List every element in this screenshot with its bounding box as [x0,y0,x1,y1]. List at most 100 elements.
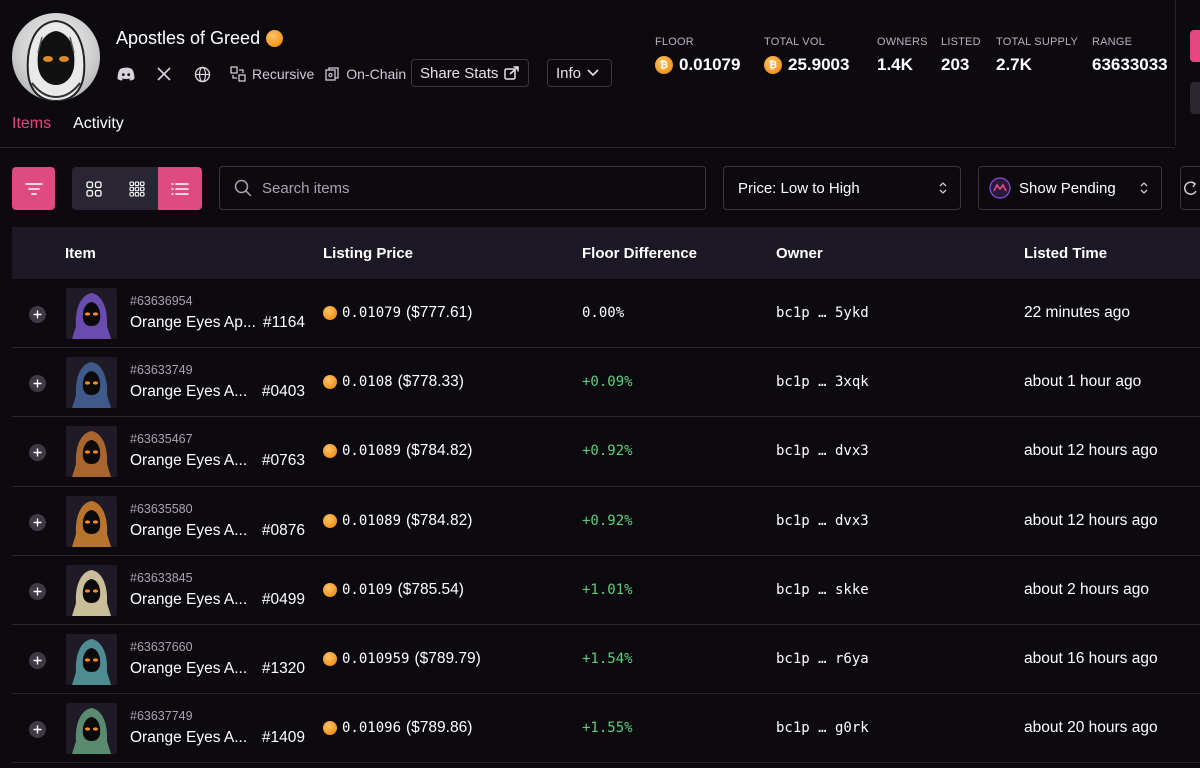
column-header-owner[interactable]: Owner [776,244,823,262]
filter-button[interactable] [12,167,55,210]
owner-address[interactable]: bc1p … dvx3 [776,443,869,460]
listing-price: 0.01079 ($777.61) [323,304,472,322]
stat-listed-label: LISTED [941,36,981,48]
add-to-cart-button[interactable] [29,375,46,393]
collection-links: Recursive On-Chain [116,62,416,86]
listing-price: 0.010959 ($789.79) [323,650,481,668]
item-thumbnail[interactable] [66,564,117,616]
refresh-icon [1183,181,1197,195]
bitcoin-icon [323,375,337,390]
owner-address[interactable]: bc1p … r6ya [776,650,869,667]
table-row[interactable]: #63637660 Orange Eyes A... #1320 0.01095… [12,624,1200,695]
owner-address[interactable]: bc1p … dvx3 [776,512,869,529]
tab-activity[interactable]: Activity [73,115,124,132]
search-icon [234,179,252,197]
item-name[interactable]: Orange Eyes A... [130,383,248,401]
inscription-number: #63635467 [130,432,193,447]
view-toggle-group [72,167,202,210]
owner-address[interactable]: bc1p … 5ykd [776,305,869,321]
item-name[interactable]: Orange Eyes A... [130,452,248,470]
item-name[interactable]: Orange Eyes A... [130,590,248,608]
stat-floor-label: FLOOR [655,36,694,48]
add-to-cart-button[interactable] [29,513,46,531]
column-header-listing-price[interactable]: Listing Price [323,244,414,262]
price-usd: ($784.82) [406,511,473,529]
item-name[interactable]: Orange Eyes A... [130,521,248,539]
table-row[interactable]: #63636954 Orange Eyes Ap... #1164 0.0107… [12,279,1200,349]
add-to-cart-button[interactable] [29,306,46,323]
globe-icon[interactable] [192,64,212,84]
item-thumbnail[interactable] [66,426,117,478]
inscription-number: #63633749 [130,363,193,378]
stat-total-supply-value: 2.7K [996,55,1032,74]
floor-difference: +1.01% [582,581,633,598]
header-divider [1175,0,1176,146]
item-thumbnail[interactable] [66,495,117,547]
price-usd: ($778.33) [397,373,464,391]
item-thumbnail[interactable] [66,288,117,339]
price-btc: 0.0109 [342,581,393,598]
search-input[interactable] [262,179,682,197]
add-to-cart-button[interactable] [29,444,46,462]
listing-price: 0.01096 ($789.86) [323,719,472,737]
column-header-item[interactable]: Item [65,244,96,262]
table-row[interactable]: #63637749 Orange Eyes A... #1409 0.01096… [12,694,1200,764]
item-number: #1164 [263,314,305,331]
table-row[interactable]: #63635467 Orange Eyes A... #0763 0.01089… [12,417,1200,487]
column-header-listed-time[interactable]: Listed Time [1024,244,1108,262]
owner-address[interactable]: bc1p … g0rk [776,720,869,737]
table-row[interactable]: #63635580 Orange Eyes A... #0876 0.01089… [12,486,1200,556]
item-thumbnail[interactable] [66,703,117,755]
info-dropdown[interactable]: Info [547,59,612,87]
tag-recursive-label: Recursive [252,66,315,82]
item-name[interactable]: Orange Eyes A... [130,659,248,677]
owner-address[interactable]: bc1p … skke [776,581,869,598]
show-pending-select[interactable]: Show Pending [978,166,1162,210]
item-number: #0499 [261,590,305,608]
tab-items[interactable]: Items [12,115,52,132]
floor-difference: +0.92% [582,443,633,460]
inscription-number: #63637749 [130,709,193,724]
sort-select[interactable]: Price: Low to High [723,166,961,210]
add-to-cart-button[interactable] [29,651,46,669]
tag-recursive: Recursive [230,66,314,82]
price-btc: 0.0108 [342,374,393,391]
share-stats-button[interactable]: Share Stats [411,59,530,87]
secondary-action-button[interactable] [1190,82,1200,114]
refresh-button[interactable] [1180,166,1200,210]
price-btc: 0.01079 [342,305,402,321]
discord-icon[interactable] [116,64,136,84]
item-name[interactable]: Orange Eyes Ap... [130,314,256,331]
table-row[interactable]: #63633749 Orange Eyes A... #0403 0.0108 … [12,348,1200,418]
table-row[interactable]: #63633845 Orange Eyes A... #0499 0.0109 … [12,555,1200,625]
price-btc: 0.01089 [342,512,402,529]
column-header-floor-difference[interactable]: Floor Difference [582,244,698,262]
inscription-number: #63635580 [130,501,193,516]
listing-price: 0.01089 ($784.82) [323,442,472,460]
floor-difference: +1.55% [582,720,633,737]
grid-small-icon [128,180,145,197]
add-to-cart-button[interactable] [29,582,46,600]
bitcoin-icon [323,306,337,320]
chevron-updown-icon [939,182,947,194]
inscription-number: #63636954 [130,294,193,308]
item-number: #0403 [261,383,305,401]
listed-time: about 1 hour ago [1024,373,1142,391]
item-name[interactable]: Orange Eyes A... [130,729,248,747]
primary-action-button[interactable] [1190,30,1200,62]
collection-tabs: Items Activity [12,115,124,133]
owner-address[interactable]: bc1p … 3xqk [776,374,869,391]
collection-header: Apostles of Greed Recursive On-Chain [0,0,1200,148]
listed-time: about 16 hours ago [1024,649,1158,667]
bitcoin-icon [266,30,284,47]
item-thumbnail[interactable] [66,633,117,685]
plus-icon [33,310,42,319]
view-small-grid-button[interactable] [115,167,158,210]
add-to-cart-button[interactable] [29,721,46,739]
view-large-grid-button[interactable] [72,167,115,210]
floor-difference: +0.92% [582,512,633,529]
item-thumbnail[interactable] [66,357,117,409]
x-twitter-icon[interactable] [154,64,174,84]
view-list-button[interactable] [158,167,202,210]
